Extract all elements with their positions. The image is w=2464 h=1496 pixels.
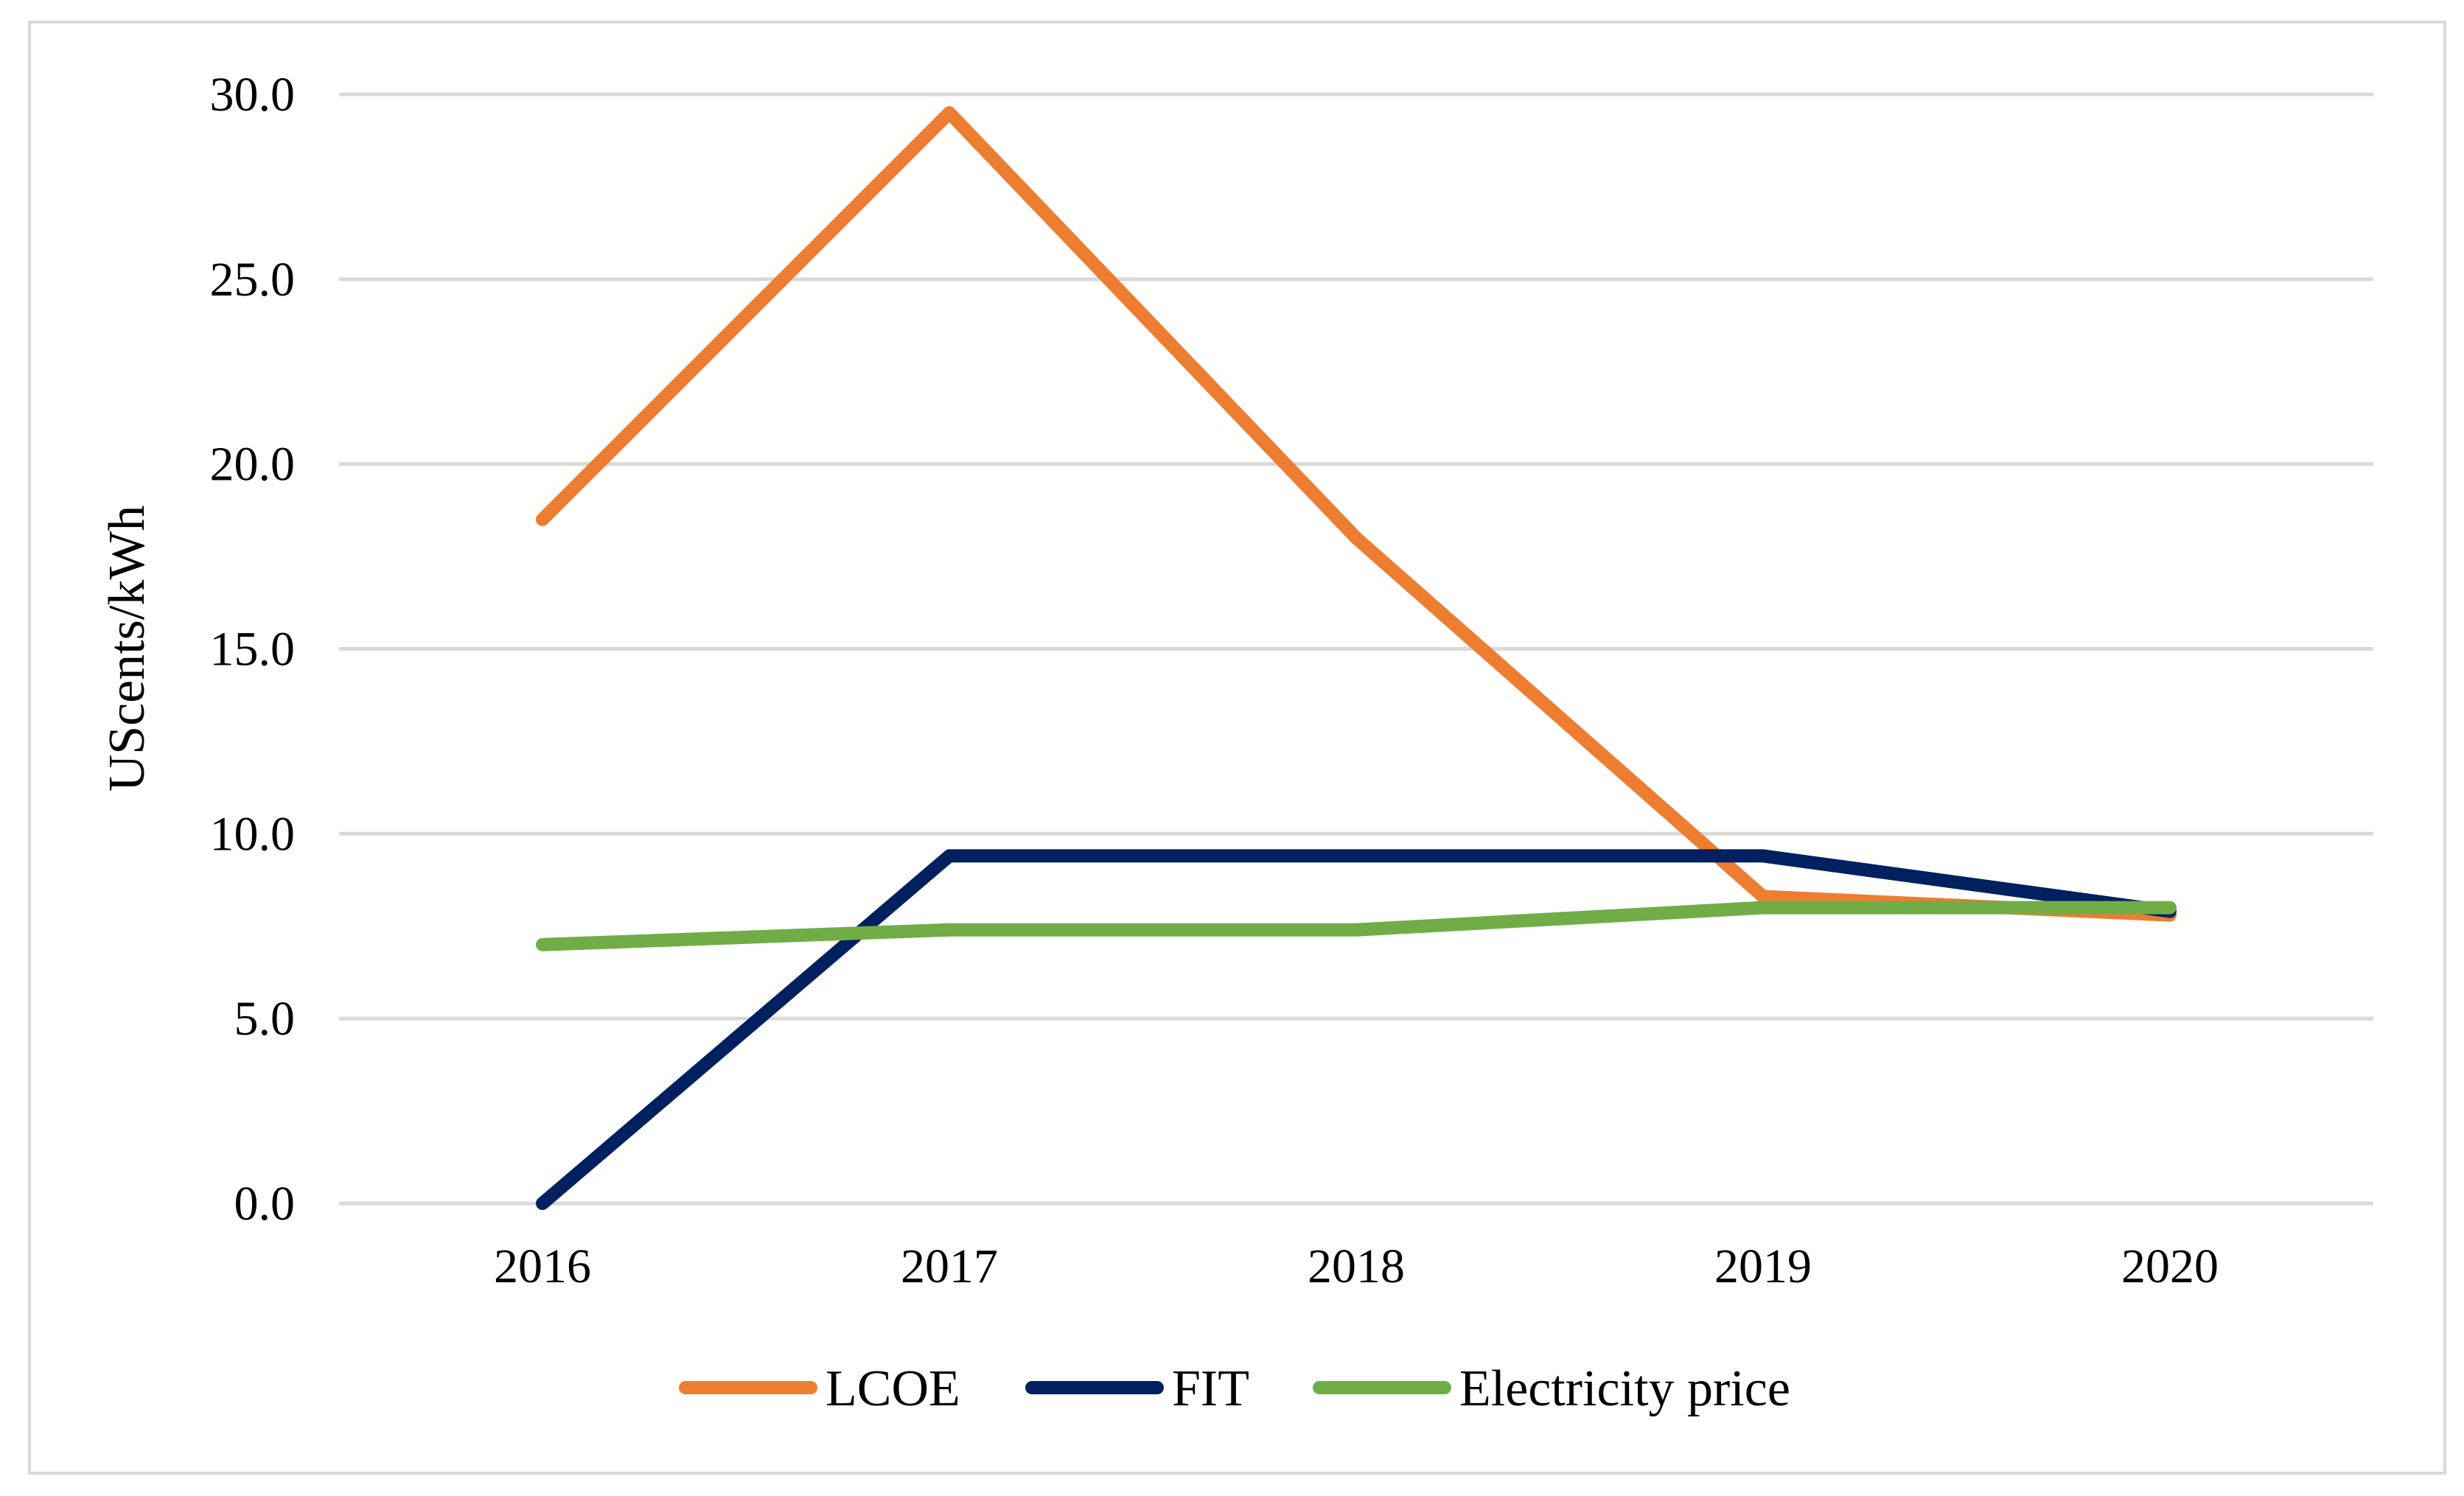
data-point bbox=[2169, 907, 2171, 909]
data-point bbox=[1355, 537, 1357, 539]
data-point bbox=[949, 112, 950, 113]
data-point bbox=[949, 855, 950, 856]
data-point bbox=[542, 1203, 543, 1204]
data-point bbox=[949, 929, 950, 931]
data-point bbox=[1762, 907, 1764, 909]
chart-border bbox=[28, 21, 2446, 1475]
y-tick-label: 20.0 bbox=[210, 438, 296, 492]
y-tick-label: 0.0 bbox=[234, 1177, 296, 1231]
x-tick-label: 2020 bbox=[2121, 1240, 2219, 1293]
y-tick-label: 10.0 bbox=[210, 807, 296, 861]
x-axis-tick-labels: 2016 2017 2018 2019 2020 bbox=[494, 1240, 2219, 1293]
legend-label: Electricity price bbox=[1459, 1360, 1790, 1417]
data-point bbox=[542, 519, 543, 520]
gridlines bbox=[339, 92, 2373, 1206]
y-tick-label: 25.0 bbox=[210, 253, 296, 307]
data-point bbox=[1355, 855, 1357, 856]
data-point bbox=[542, 944, 543, 946]
y-tick-label: 15.0 bbox=[210, 623, 296, 677]
series-line-fit bbox=[536, 849, 2177, 1210]
data-point bbox=[1762, 896, 1764, 898]
series-lines bbox=[536, 106, 2177, 1210]
data-point bbox=[1762, 855, 1764, 856]
x-tick-label: 2019 bbox=[1714, 1240, 1812, 1293]
legend: LCOE FIT Electricity price bbox=[679, 1360, 1790, 1417]
legend-label: LCOE bbox=[826, 1360, 960, 1417]
x-tick-label: 2016 bbox=[494, 1240, 591, 1293]
y-tick-label: 5.0 bbox=[234, 992, 296, 1046]
y-axis-title: UScents/kWh bbox=[99, 506, 156, 792]
y-tick-label: 30.0 bbox=[210, 68, 296, 122]
legend-label: FIT bbox=[1172, 1360, 1249, 1417]
series-line-electricity-price bbox=[536, 901, 2177, 951]
y-axis-tick-labels: 0.0 5.0 10.0 15.0 20.0 25.0 30.0 bbox=[210, 68, 296, 1231]
data-point bbox=[1355, 929, 1357, 931]
x-tick-label: 2018 bbox=[1308, 1240, 1405, 1293]
x-tick-label: 2017 bbox=[901, 1240, 998, 1293]
